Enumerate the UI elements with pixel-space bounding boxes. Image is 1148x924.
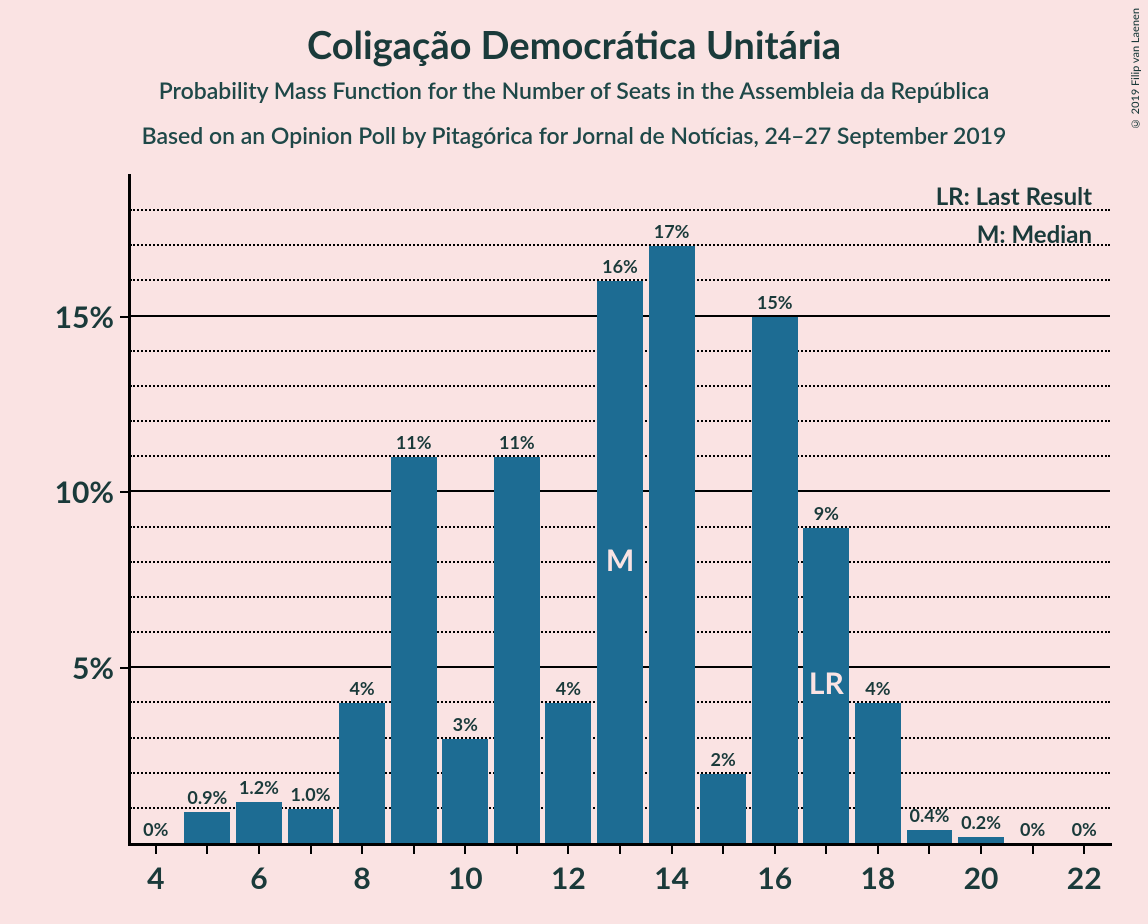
bar-value-label: 0.9%: [187, 786, 227, 808]
bar-value-label: 4%: [556, 677, 581, 699]
bar-value-label: 15%: [757, 291, 793, 313]
y-axis-label: 10%: [55, 474, 130, 510]
y-axis-label: 5%: [72, 650, 130, 686]
x-axis-label: 10: [448, 860, 483, 896]
bar: [442, 739, 488, 844]
bar-value-label: 4%: [865, 677, 890, 699]
bar-value-label: 9%: [814, 502, 839, 524]
bar-value-label: 17%: [654, 220, 690, 242]
bar: [339, 703, 385, 844]
copyright-text: © 2019 Filip van Laenen: [1129, 8, 1142, 130]
chart-title: Coligação Democrática Unitária: [0, 0, 1148, 68]
x-axis: [128, 843, 1112, 846]
x-axis-label: 14: [654, 860, 689, 896]
bar-value-label: 0%: [1072, 818, 1097, 840]
bar: [907, 830, 953, 844]
bar: [288, 809, 334, 844]
chart-subtitle-1: Probability Mass Function for the Number…: [0, 76, 1148, 104]
x-axis-label: 12: [551, 860, 586, 896]
bar: [700, 774, 746, 844]
bar-inner-label: LR: [809, 665, 844, 701]
x-axis-label: 8: [353, 860, 370, 896]
bar: [236, 802, 282, 844]
chart-subtitle-2: Based on an Opinion Poll by Pitagórica f…: [0, 121, 1148, 149]
bar-value-label: 3%: [453, 713, 478, 735]
bar-value-label: 0.4%: [910, 804, 950, 826]
y-axis: [128, 174, 131, 846]
bar: [391, 457, 437, 844]
legend-lr: LR: Last Result: [936, 182, 1092, 211]
x-axis-label: 22: [1067, 860, 1102, 896]
x-axis-label: 20: [964, 860, 999, 896]
plot-area: 5%10%15%0%0.9%1.2%1.0%4%11%3%11%4%16%M17…: [130, 176, 1110, 844]
x-axis-label: 16: [757, 860, 792, 896]
bar-value-label: 1.2%: [239, 776, 279, 798]
chart-area: 5%10%15%0%0.9%1.2%1.0%4%11%3%11%4%16%M17…: [130, 176, 1110, 844]
bar-value-label: 11%: [499, 431, 535, 453]
bar-inner-label: M: [606, 542, 634, 578]
bar-value-label: 2%: [711, 748, 736, 770]
bar-value-label: 4%: [349, 677, 374, 699]
bar: [545, 703, 591, 844]
bar-value-label: 1.0%: [291, 783, 331, 805]
x-axis-label: 6: [250, 860, 267, 896]
bar: [855, 703, 901, 844]
bar-value-label: 11%: [396, 431, 432, 453]
bar: [184, 812, 230, 844]
x-axis-label: 18: [860, 860, 895, 896]
bar: [752, 317, 798, 844]
gridline-minor: [130, 244, 1110, 246]
bar-value-label: 0.2%: [961, 811, 1001, 833]
bar: [494, 457, 540, 844]
x-axis-label: 4: [147, 860, 164, 896]
bar-value-label: 0%: [143, 818, 168, 840]
bar-value-label: 16%: [602, 255, 638, 277]
y-axis-label: 15%: [55, 299, 130, 335]
legend-m: M: Median: [977, 220, 1092, 249]
bar-value-label: 0%: [1020, 818, 1045, 840]
bar: [649, 246, 695, 844]
